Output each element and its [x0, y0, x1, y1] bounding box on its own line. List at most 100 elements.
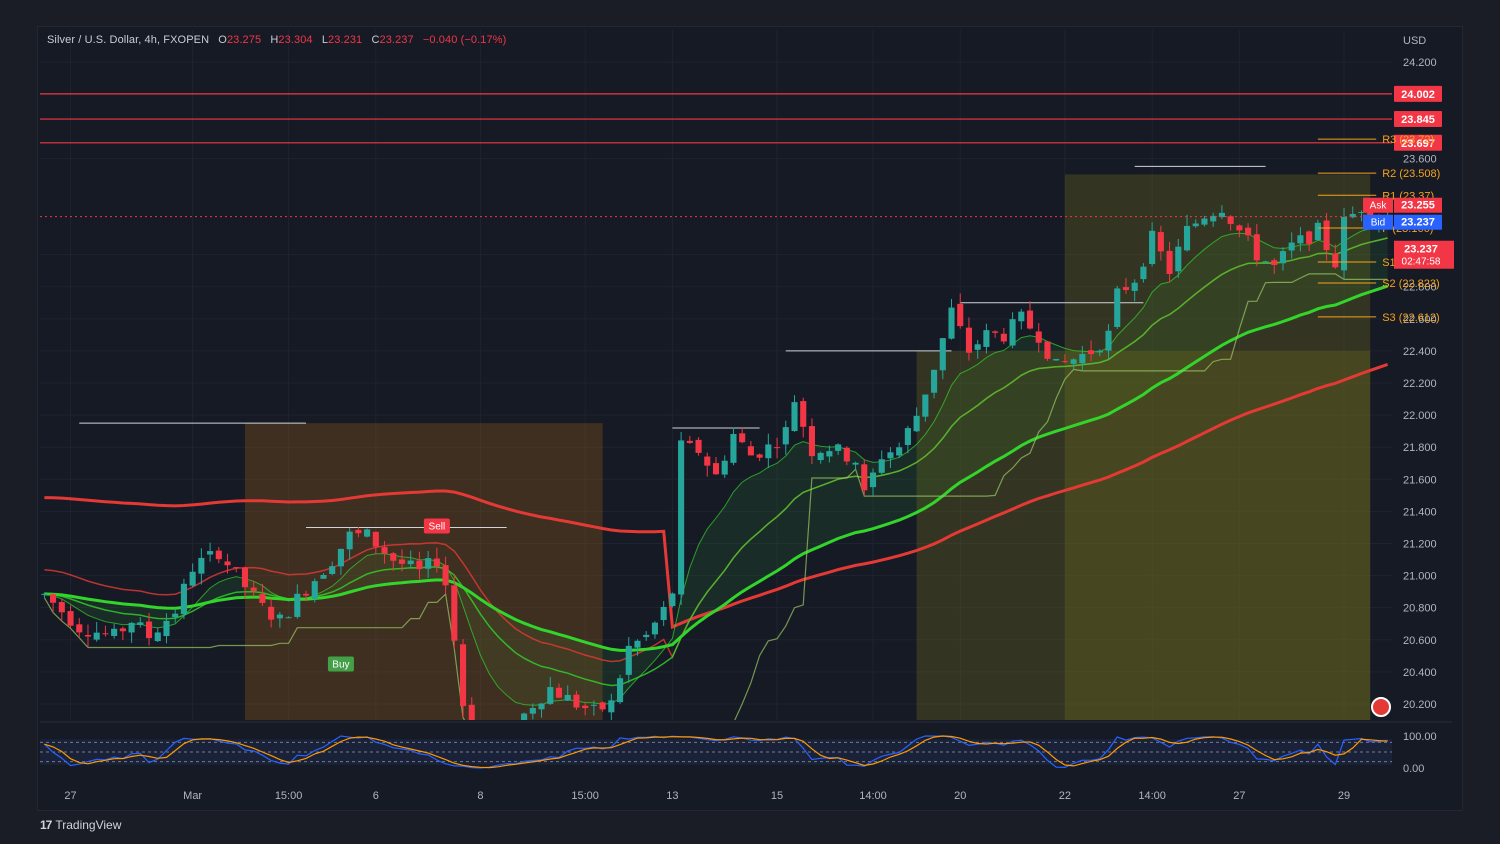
candle[interactable]: [285, 617, 292, 619]
candle[interactable]: [268, 606, 275, 620]
candle[interactable]: [215, 550, 222, 560]
candle[interactable]: [250, 587, 257, 592]
candle[interactable]: [1009, 319, 1016, 346]
candle[interactable]: [695, 439, 702, 453]
candle[interactable]: [843, 447, 850, 462]
candle[interactable]: [983, 330, 990, 347]
candle[interactable]: [712, 463, 720, 475]
candle[interactable]: [765, 444, 772, 459]
candle[interactable]: [180, 583, 187, 615]
candle[interactable]: [407, 560, 414, 565]
candle[interactable]: [189, 571, 196, 586]
candle[interactable]: [1201, 218, 1208, 225]
candle[interactable]: [608, 700, 615, 713]
candle[interactable]: [1079, 353, 1086, 364]
candle[interactable]: [1105, 330, 1112, 351]
candle[interactable]: [329, 566, 336, 574]
candle[interactable]: [1000, 333, 1007, 342]
candle[interactable]: [939, 338, 946, 371]
candle[interactable]: [1323, 220, 1330, 251]
currency-label[interactable]: USD: [1403, 35, 1426, 47]
candle[interactable]: [1183, 225, 1191, 251]
candle[interactable]: [259, 594, 266, 603]
candle[interactable]: [817, 452, 824, 461]
candle[interactable]: [302, 593, 310, 596]
candle[interactable]: [137, 622, 144, 626]
candle[interactable]: [425, 558, 432, 569]
candle[interactable]: [1088, 350, 1095, 355]
candle[interactable]: [1306, 231, 1313, 244]
candle[interactable]: [957, 303, 964, 327]
candle[interactable]: [678, 440, 685, 595]
candle[interactable]: [887, 452, 894, 459]
candle[interactable]: [625, 645, 632, 675]
candle[interactable]: [1297, 235, 1304, 244]
candle[interactable]: [50, 594, 57, 603]
candle[interactable]: [1061, 361, 1068, 363]
candle[interactable]: [504, 730, 510, 741]
candle[interactable]: [1096, 350, 1103, 353]
candle[interactable]: [512, 727, 518, 731]
candle[interactable]: [791, 402, 798, 431]
candle[interactable]: [390, 553, 397, 561]
candle[interactable]: [1149, 230, 1156, 265]
candle[interactable]: [154, 632, 161, 642]
candle[interactable]: [207, 551, 214, 555]
candle[interactable]: [774, 447, 781, 449]
candle[interactable]: [76, 624, 83, 633]
candle[interactable]: [800, 401, 807, 427]
candle[interactable]: [1210, 215, 1217, 222]
candle[interactable]: [1349, 213, 1356, 218]
candle[interactable]: [1227, 216, 1234, 224]
candle[interactable]: [433, 558, 440, 567]
candle[interactable]: [224, 561, 231, 566]
candle[interactable]: [468, 704, 475, 734]
candle[interactable]: [547, 687, 554, 704]
candle[interactable]: [538, 703, 545, 710]
candle[interactable]: [364, 529, 371, 537]
us-flag-icon[interactable]: [1371, 697, 1391, 717]
candle[interactable]: [1253, 234, 1260, 261]
candle[interactable]: [1279, 251, 1287, 264]
candle[interactable]: [1340, 217, 1348, 271]
candle[interactable]: [651, 622, 658, 635]
candle[interactable]: [128, 622, 135, 633]
candle[interactable]: [643, 634, 650, 638]
buy-signal-badge[interactable]: [327, 656, 354, 672]
candle[interactable]: [861, 464, 868, 491]
candle[interactable]: [922, 394, 929, 417]
candle[interactable]: [337, 548, 344, 567]
candle[interactable]: [634, 640, 641, 648]
candle[interactable]: [1035, 331, 1042, 343]
candle[interactable]: [974, 344, 981, 350]
candle[interactable]: [992, 331, 999, 333]
candle[interactable]: [1166, 250, 1173, 274]
candle[interactable]: [398, 559, 406, 564]
candle[interactable]: [747, 446, 754, 456]
candle[interactable]: [41, 593, 48, 595]
candle[interactable]: [660, 606, 667, 621]
candle[interactable]: [1140, 266, 1147, 280]
candle[interactable]: [616, 678, 624, 703]
candle[interactable]: [241, 567, 249, 588]
candle[interactable]: [1314, 222, 1321, 241]
candle[interactable]: [948, 307, 955, 339]
candle[interactable]: [1175, 246, 1182, 272]
candle[interactable]: [311, 581, 318, 600]
candle[interactable]: [721, 460, 728, 475]
candle[interactable]: [233, 567, 240, 569]
candle[interactable]: [355, 529, 362, 534]
candle[interactable]: [1122, 287, 1130, 291]
candle[interactable]: [1192, 223, 1199, 227]
candle[interactable]: [1114, 288, 1121, 327]
candle[interactable]: [782, 427, 789, 445]
candle[interactable]: [869, 472, 877, 488]
candle[interactable]: [1262, 261, 1269, 263]
candle[interactable]: [1332, 253, 1339, 268]
candle[interactable]: [172, 613, 179, 618]
candle[interactable]: [521, 713, 528, 728]
sell-signal-badge[interactable]: [423, 518, 450, 534]
candle[interactable]: [878, 459, 885, 473]
candle[interactable]: [896, 447, 903, 456]
